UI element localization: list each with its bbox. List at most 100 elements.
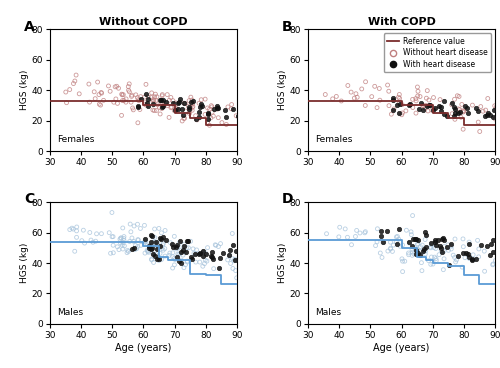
Point — [236, 108, 244, 114]
Point — [475, 246, 483, 252]
Point — [100, 98, 108, 103]
Point — [148, 257, 156, 263]
Point — [352, 227, 360, 233]
Point — [448, 246, 456, 252]
Point — [198, 97, 205, 103]
Point — [425, 97, 433, 103]
Text: D: D — [282, 192, 294, 206]
Point — [199, 248, 207, 254]
Point — [134, 95, 141, 100]
Point — [183, 258, 191, 264]
Point — [379, 239, 387, 245]
Point — [185, 98, 193, 103]
Point — [134, 120, 142, 126]
Point — [213, 103, 221, 109]
Point — [208, 109, 216, 115]
Point — [424, 88, 432, 93]
Point — [98, 231, 106, 237]
Point — [116, 240, 124, 246]
Point — [408, 96, 416, 102]
Point — [159, 247, 167, 253]
Point — [97, 89, 105, 95]
Point — [135, 98, 143, 104]
Point — [412, 96, 420, 102]
Point — [443, 244, 451, 250]
Point — [322, 92, 330, 98]
Point — [202, 250, 209, 256]
Point — [192, 251, 200, 256]
Point — [436, 104, 444, 110]
Point — [69, 226, 77, 232]
Point — [146, 242, 154, 248]
Point — [130, 238, 138, 244]
Point — [150, 98, 158, 103]
Point — [414, 241, 422, 247]
Point — [158, 99, 166, 105]
Point — [479, 108, 487, 114]
Point — [418, 260, 426, 266]
Point — [352, 234, 360, 240]
Title: With COPD: With COPD — [368, 17, 436, 27]
Point — [394, 102, 402, 107]
Text: Males: Males — [58, 308, 84, 316]
Point — [230, 257, 238, 263]
Point — [175, 251, 183, 257]
Point — [422, 230, 430, 236]
Point — [118, 92, 126, 98]
Point — [120, 243, 128, 249]
Point — [178, 106, 186, 112]
Point — [70, 81, 78, 86]
Point — [200, 261, 208, 267]
Point — [436, 245, 444, 251]
Point — [458, 102, 466, 107]
Point — [134, 105, 141, 110]
Point — [386, 239, 394, 245]
Point — [440, 237, 448, 243]
Point — [454, 106, 462, 112]
Point — [98, 90, 106, 96]
Point — [173, 242, 181, 248]
Point — [394, 236, 402, 242]
Point — [347, 89, 355, 95]
Point — [492, 104, 500, 110]
Point — [431, 240, 439, 245]
Point — [226, 252, 234, 258]
Point — [167, 95, 175, 100]
Point — [155, 258, 163, 263]
Point — [430, 254, 438, 260]
Point — [204, 245, 212, 251]
Point — [126, 238, 134, 244]
Point — [440, 98, 448, 104]
Point — [448, 100, 456, 106]
Point — [490, 103, 498, 109]
Point — [232, 275, 240, 281]
Point — [134, 103, 141, 109]
Point — [149, 234, 157, 240]
Point — [483, 243, 491, 249]
Point — [156, 251, 164, 256]
Point — [432, 242, 440, 248]
Point — [341, 226, 349, 232]
Point — [108, 209, 116, 215]
Point — [398, 112, 406, 118]
Point — [182, 250, 190, 255]
Point — [444, 262, 452, 268]
Point — [338, 98, 345, 104]
Point — [144, 248, 152, 254]
Point — [62, 89, 70, 95]
Point — [166, 250, 174, 256]
Point — [157, 236, 165, 241]
Point — [219, 250, 227, 256]
Point — [120, 234, 128, 240]
Point — [406, 239, 413, 245]
Point — [132, 243, 140, 248]
Point — [130, 223, 138, 229]
Point — [165, 114, 173, 120]
Point — [398, 102, 406, 107]
Point — [180, 243, 188, 249]
Point — [328, 96, 336, 102]
Point — [422, 102, 430, 108]
Point — [214, 105, 222, 111]
Point — [180, 247, 188, 253]
Point — [470, 257, 478, 263]
